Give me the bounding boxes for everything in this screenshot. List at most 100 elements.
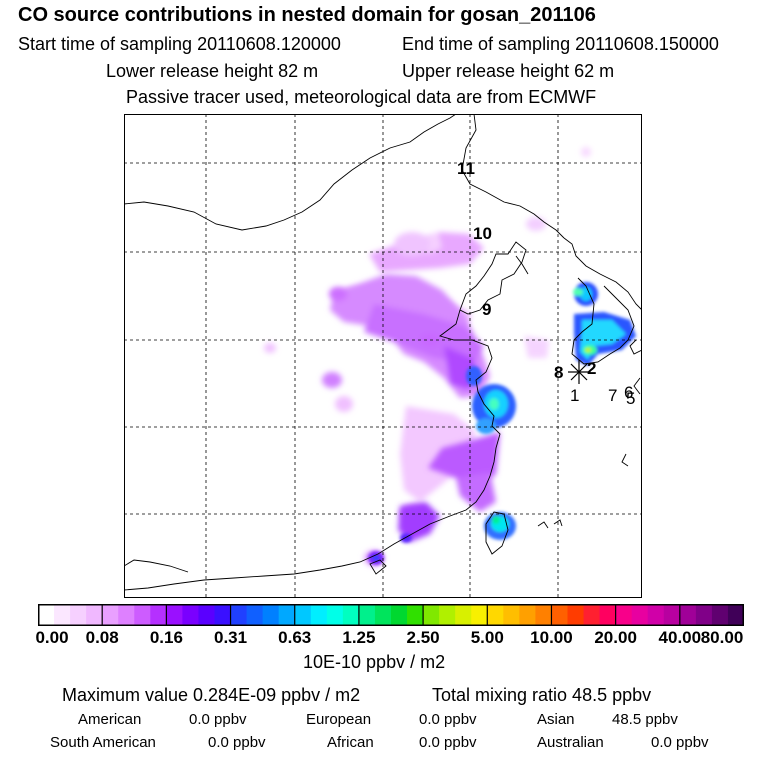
european-value: 0.0 ppbv (419, 711, 477, 728)
colorbar-swatch (374, 604, 392, 626)
trajectory-label-9: 9 (482, 300, 491, 319)
american-value: 0.0 ppbv (189, 711, 247, 728)
colorbar-swatch (583, 604, 601, 626)
receptor-asterisk-icon (568, 360, 590, 384)
colorbar-tick-label: 0.63 (278, 628, 312, 647)
southwest-border (124, 559, 189, 573)
colorbar-swatch (663, 604, 681, 626)
colorbar-swatch (391, 604, 408, 626)
south-american-value: 0.0 ppbv (208, 734, 266, 751)
colorbar-swatch (54, 604, 71, 626)
colorbar-tick-label: 0.31 (213, 628, 248, 647)
colorbar-swatch (487, 604, 504, 626)
colorbar-tick-label: 2.50 (406, 628, 440, 647)
colorbar-swatch (727, 604, 745, 626)
colorbar-swatch (342, 604, 360, 626)
concentration-field (264, 147, 636, 566)
african-label: African (327, 734, 374, 751)
ryukyu-coast (621, 453, 629, 467)
colorbar-swatch (134, 604, 151, 626)
trajectory-label-2: 2 (587, 359, 596, 378)
trajectory-label-8: 8 (554, 363, 563, 382)
colorbar-swatch (567, 604, 585, 626)
trajectory-label-5: 5 (626, 389, 635, 408)
coastlines (124, 114, 642, 591)
china-east-coast (124, 309, 501, 591)
colorbar-swatch (310, 604, 328, 626)
colorbar-svg (38, 604, 745, 626)
colorbar-swatch (599, 604, 617, 626)
bohai-coast (459, 241, 527, 315)
colorbar-swatch (294, 604, 312, 626)
colorbar-swatch (198, 604, 216, 626)
colorbar-swatch (647, 604, 665, 626)
total-mixing-ratio: Total mixing ratio 48.5 ppbv (432, 685, 652, 705)
end-time-label: End time of sampling 20110608.150000 (402, 34, 719, 54)
colorbar-swatch (615, 604, 633, 626)
colorbar-swatch (230, 604, 248, 626)
colorbar-units: 10E-10 ppbv / m2 (303, 652, 446, 672)
korean-peninsula (571, 277, 635, 365)
colorbar-swatch (118, 604, 135, 626)
colorbar-tick-label: 20.00 (594, 628, 637, 647)
colorbar-tick-label: 0.16 (149, 628, 183, 647)
colorbar-tick-label: 10.00 (530, 628, 573, 647)
maximum-value: Maximum value 0.284E-09 ppbv / m2 (62, 685, 361, 705)
colorbar-tick-label: 0.00 (35, 628, 69, 647)
colorbar-tick-label: 80.00 (700, 628, 744, 647)
plume-medium (322, 274, 500, 542)
colorbar-swatch (455, 604, 472, 626)
korea-border (563, 237, 642, 311)
colorbar-swatch (214, 604, 232, 626)
colorbar-tick-label: 0.08 (85, 628, 119, 647)
islet-a (537, 521, 549, 529)
kyushu-coast (633, 377, 641, 395)
colorbar-swatch (86, 604, 103, 626)
colorbar-swatch (631, 604, 649, 626)
south-american-label: South American (50, 734, 156, 751)
colorbar-swatch (326, 604, 344, 626)
trajectory-label-11: 11 (457, 159, 475, 178)
trajectory-label-1: 1 (570, 386, 579, 405)
map-panel: 11 10 9 8 2 1 7 6 5 (124, 114, 642, 598)
trajectory-label-7: 7 (608, 386, 617, 405)
colorbar-tick-label: 5.00 (470, 628, 504, 647)
asian-value: 48.5 ppbv (612, 711, 678, 728)
colorbar-swatch (535, 604, 553, 626)
colorbar-swatch (262, 604, 280, 626)
colorbar-swatch (695, 604, 713, 626)
map-canvas: 11 10 9 8 2 1 7 6 5 (124, 114, 642, 598)
colorbar-swatch (679, 604, 697, 626)
american-label: American (78, 711, 142, 728)
colorbar-swatch (182, 604, 200, 626)
australian-label: Australian (537, 734, 604, 751)
manchuria-border (461, 114, 565, 239)
colorbar-swatch (423, 604, 440, 626)
taiwan-coast (485, 511, 509, 555)
asian-label: Asian (537, 711, 575, 728)
colorbar-swatch (278, 604, 296, 626)
colorbar (38, 604, 745, 626)
european-label: European (306, 711, 372, 728)
colorbar-frame (38, 604, 744, 626)
colorbar-swatch (102, 604, 119, 626)
colorbar-swatch (166, 604, 184, 626)
trajectory-label-6: 6 (624, 383, 633, 402)
trajectory-label-10: 10 (473, 224, 492, 243)
colorbar-swatch (246, 604, 264, 626)
colorbar-swatch (38, 604, 55, 626)
colorbar-swatch (711, 604, 729, 626)
liaodong-coast (515, 255, 529, 275)
colorbar-swatch (358, 604, 376, 626)
plot-title: CO source contributions in nested domain… (18, 4, 596, 26)
colorbar-tick-label: 1.25 (342, 628, 376, 647)
african-value: 0.0 ppbv (419, 734, 477, 751)
colorbar-swatch (503, 604, 520, 626)
start-time-label: Start time of sampling 20110608.120000 (18, 34, 341, 54)
hainan-coast (369, 559, 387, 575)
tracer-note: Passive tracer used, meteorological data… (126, 87, 597, 107)
inner-mongolia-border (124, 114, 457, 231)
colorbar-swatch (150, 604, 167, 626)
grid-lines (124, 114, 642, 598)
colorbar-swatch (439, 604, 456, 626)
